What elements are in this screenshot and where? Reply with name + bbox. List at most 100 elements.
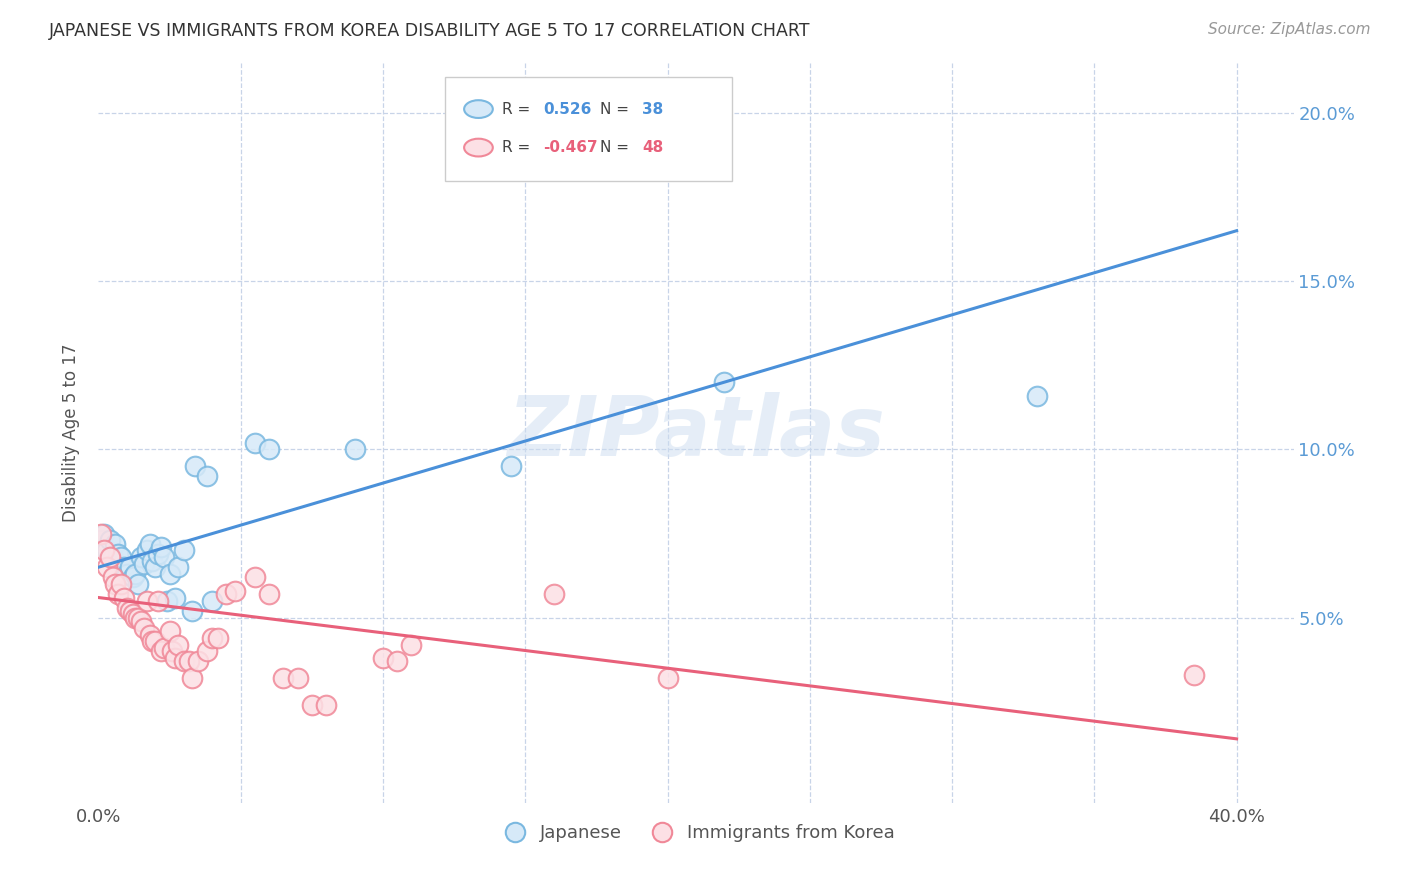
Point bbox=[138, 627, 160, 641]
Point bbox=[499, 459, 522, 474]
Point bbox=[1026, 388, 1049, 402]
Text: R =: R = bbox=[502, 102, 530, 117]
Point bbox=[401, 638, 423, 652]
Point bbox=[141, 553, 163, 567]
FancyBboxPatch shape bbox=[446, 78, 733, 181]
Text: -0.467: -0.467 bbox=[543, 140, 598, 155]
Point bbox=[90, 533, 112, 548]
Point bbox=[90, 526, 112, 541]
Point bbox=[167, 560, 190, 574]
Point bbox=[201, 594, 224, 608]
Text: N =: N = bbox=[600, 102, 630, 117]
Point bbox=[181, 604, 204, 618]
Point bbox=[129, 614, 152, 628]
Point bbox=[93, 543, 115, 558]
Point bbox=[143, 560, 166, 574]
Point bbox=[148, 547, 170, 561]
Text: 0.526: 0.526 bbox=[543, 102, 592, 117]
Point bbox=[156, 594, 179, 608]
Point bbox=[1182, 668, 1205, 682]
Point bbox=[98, 533, 121, 548]
Point bbox=[195, 469, 218, 483]
Point bbox=[115, 566, 138, 581]
Point bbox=[129, 550, 152, 565]
Point bbox=[98, 550, 121, 565]
Point bbox=[371, 651, 394, 665]
Point bbox=[104, 577, 127, 591]
Point bbox=[124, 566, 146, 581]
Point bbox=[107, 547, 129, 561]
Point bbox=[124, 610, 146, 624]
Point bbox=[96, 543, 118, 558]
Point bbox=[138, 536, 160, 550]
Point bbox=[143, 634, 166, 648]
Point bbox=[173, 543, 195, 558]
Point bbox=[121, 607, 143, 622]
Text: N =: N = bbox=[600, 140, 630, 155]
Point bbox=[713, 375, 735, 389]
Point bbox=[135, 543, 157, 558]
Point bbox=[110, 550, 132, 565]
Point bbox=[179, 655, 201, 669]
Point bbox=[93, 526, 115, 541]
Point bbox=[181, 671, 204, 685]
Text: Source: ZipAtlas.com: Source: ZipAtlas.com bbox=[1208, 22, 1371, 37]
Point bbox=[257, 442, 280, 457]
Text: 48: 48 bbox=[643, 140, 664, 155]
Point bbox=[159, 624, 181, 639]
Point bbox=[132, 557, 155, 571]
Point bbox=[101, 570, 124, 584]
Point bbox=[153, 550, 176, 565]
Point bbox=[150, 540, 173, 554]
Point bbox=[301, 698, 323, 713]
Legend: Japanese, Immigrants from Korea: Japanese, Immigrants from Korea bbox=[489, 817, 903, 849]
Point bbox=[184, 459, 207, 474]
Point bbox=[107, 587, 129, 601]
Point bbox=[162, 644, 184, 658]
Point bbox=[167, 638, 190, 652]
Point bbox=[127, 577, 149, 591]
Text: JAPANESE VS IMMIGRANTS FROM KOREA DISABILITY AGE 5 TO 17 CORRELATION CHART: JAPANESE VS IMMIGRANTS FROM KOREA DISABI… bbox=[49, 22, 811, 40]
Point bbox=[150, 644, 173, 658]
Point bbox=[112, 560, 135, 574]
Point bbox=[118, 604, 141, 618]
Y-axis label: Disability Age 5 to 17: Disability Age 5 to 17 bbox=[62, 343, 80, 522]
Point bbox=[121, 570, 143, 584]
Text: R =: R = bbox=[502, 140, 530, 155]
Text: 38: 38 bbox=[643, 102, 664, 117]
Point bbox=[273, 671, 295, 685]
Point bbox=[159, 566, 181, 581]
Point bbox=[135, 594, 157, 608]
Point bbox=[118, 560, 141, 574]
Point bbox=[127, 610, 149, 624]
Point bbox=[115, 600, 138, 615]
Text: ZIPatlas: ZIPatlas bbox=[508, 392, 884, 473]
Point bbox=[257, 587, 280, 601]
Point bbox=[148, 594, 170, 608]
Point bbox=[104, 536, 127, 550]
Point bbox=[201, 631, 224, 645]
Point bbox=[96, 560, 118, 574]
Point bbox=[385, 655, 409, 669]
Point bbox=[195, 644, 218, 658]
Point bbox=[287, 671, 309, 685]
Point bbox=[132, 621, 155, 635]
Point bbox=[141, 634, 163, 648]
Point bbox=[112, 591, 135, 605]
Point bbox=[657, 671, 679, 685]
Point bbox=[207, 631, 229, 645]
Point bbox=[101, 550, 124, 565]
Circle shape bbox=[464, 100, 494, 118]
Point bbox=[215, 587, 238, 601]
Point bbox=[165, 591, 187, 605]
Circle shape bbox=[464, 138, 494, 156]
Point bbox=[110, 577, 132, 591]
Point bbox=[187, 655, 209, 669]
Point bbox=[343, 442, 366, 457]
Point bbox=[243, 570, 266, 584]
Point bbox=[243, 435, 266, 450]
Point bbox=[153, 640, 176, 655]
Point bbox=[315, 698, 337, 713]
Point bbox=[173, 655, 195, 669]
Point bbox=[165, 651, 187, 665]
